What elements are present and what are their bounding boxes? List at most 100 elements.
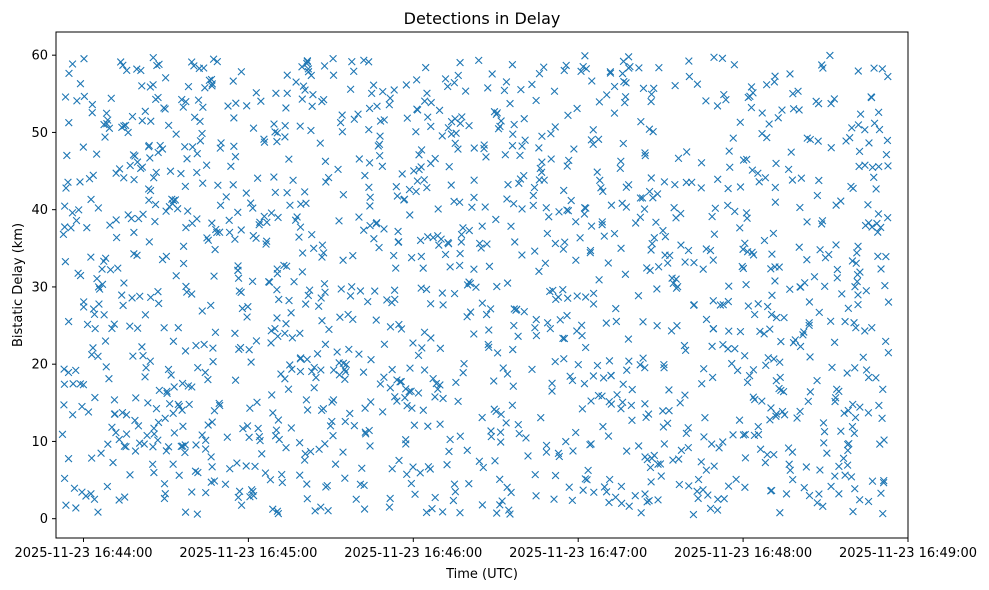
data-point xyxy=(649,194,657,202)
data-point xyxy=(234,493,243,502)
data-point xyxy=(331,460,340,468)
data-point xyxy=(385,100,394,109)
data-point xyxy=(153,61,161,70)
data-point xyxy=(724,482,733,490)
data-point xyxy=(546,324,555,333)
data-point xyxy=(325,325,333,334)
data-point xyxy=(221,480,230,489)
data-point xyxy=(627,401,636,410)
data-point xyxy=(589,372,598,380)
data-point xyxy=(830,95,839,103)
data-point xyxy=(315,445,323,454)
data-point xyxy=(386,323,395,331)
data-point xyxy=(246,199,255,207)
data-point xyxy=(631,491,640,500)
data-point xyxy=(657,472,666,480)
data-point xyxy=(170,429,179,437)
data-point xyxy=(580,379,589,388)
data-point xyxy=(433,385,442,393)
data-point xyxy=(427,334,435,342)
data-point xyxy=(600,483,609,491)
data-point xyxy=(326,422,335,430)
data-point xyxy=(855,147,864,156)
data-point xyxy=(581,343,590,352)
data-point xyxy=(78,402,86,411)
data-point xyxy=(515,179,523,188)
data-point xyxy=(245,345,253,354)
data-point xyxy=(855,162,863,171)
data-point xyxy=(355,213,363,221)
data-point xyxy=(102,363,111,371)
data-point xyxy=(94,204,103,212)
data-point xyxy=(709,324,718,333)
data-point xyxy=(500,86,509,95)
y-tick-label: 50 xyxy=(31,126,48,141)
data-point xyxy=(181,448,189,457)
data-point xyxy=(267,391,276,399)
data-point xyxy=(510,321,518,330)
data-point xyxy=(446,435,454,444)
data-point xyxy=(154,148,162,157)
data-point xyxy=(207,453,215,461)
data-point xyxy=(302,59,311,68)
data-point xyxy=(729,431,737,439)
data-point xyxy=(116,58,125,66)
data-point xyxy=(707,440,716,448)
data-point xyxy=(780,313,788,322)
data-point xyxy=(149,443,157,451)
data-point xyxy=(242,102,251,110)
data-point xyxy=(389,251,398,260)
data-point xyxy=(649,127,657,136)
data-point xyxy=(303,406,312,414)
data-point xyxy=(431,393,439,401)
data-point xyxy=(458,113,466,121)
data-point xyxy=(204,421,212,429)
data-point xyxy=(766,325,774,333)
data-point xyxy=(598,187,607,196)
data-point xyxy=(329,366,338,374)
data-point xyxy=(348,57,356,66)
data-point xyxy=(727,359,736,368)
data-point xyxy=(367,355,375,364)
data-point xyxy=(844,446,852,455)
data-point xyxy=(141,373,149,381)
data-point xyxy=(636,194,645,202)
data-point xyxy=(206,301,215,310)
data-point xyxy=(355,350,363,358)
data-point xyxy=(530,183,539,192)
data-point xyxy=(796,342,805,351)
data-point xyxy=(201,445,210,453)
data-point xyxy=(879,478,888,487)
data-point xyxy=(255,220,263,229)
data-point xyxy=(80,92,89,101)
data-point xyxy=(191,467,200,476)
data-point xyxy=(578,331,586,340)
data-point xyxy=(378,87,387,96)
data-point xyxy=(225,216,233,225)
data-point xyxy=(659,423,668,431)
data-point xyxy=(451,487,460,496)
data-point xyxy=(685,57,693,65)
data-point xyxy=(128,112,137,121)
data-point xyxy=(494,124,503,133)
data-point xyxy=(554,449,563,458)
data-point xyxy=(724,297,733,306)
data-point xyxy=(573,292,582,300)
data-point xyxy=(182,223,190,232)
data-points xyxy=(58,51,893,519)
data-point xyxy=(548,379,556,388)
data-point xyxy=(438,289,447,297)
data-point xyxy=(796,283,804,291)
data-point xyxy=(736,118,745,127)
data-point xyxy=(231,329,239,338)
data-point xyxy=(366,202,374,210)
data-point xyxy=(282,262,291,271)
data-point xyxy=(457,230,466,239)
data-point xyxy=(161,74,170,82)
data-point xyxy=(76,271,85,280)
data-point xyxy=(883,213,892,222)
data-point xyxy=(137,82,146,90)
data-point xyxy=(624,335,633,343)
data-point xyxy=(393,192,402,200)
data-point xyxy=(79,298,88,306)
